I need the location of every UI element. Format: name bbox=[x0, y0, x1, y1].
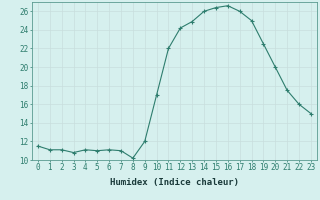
X-axis label: Humidex (Indice chaleur): Humidex (Indice chaleur) bbox=[110, 178, 239, 187]
